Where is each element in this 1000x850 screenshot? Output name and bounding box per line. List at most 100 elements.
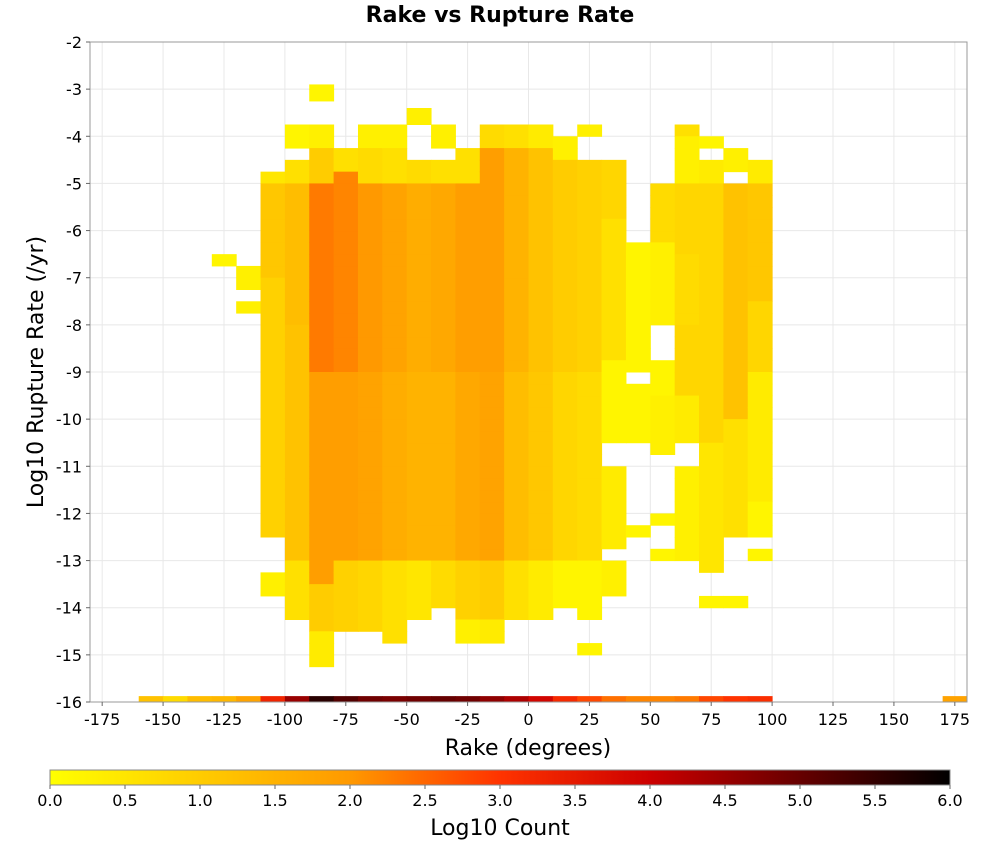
heatmap-cell [528,183,554,196]
heatmap-cell [601,501,627,514]
heatmap-cell [577,696,603,702]
heatmap-cell [479,254,505,267]
heatmap-cell [504,478,529,491]
heatmap-cell [357,148,383,161]
heatmap-cell [747,230,773,243]
heatmap-cell [577,525,603,538]
heatmap-cell [699,560,724,573]
heatmap-cell [674,372,700,385]
heatmap-cell [528,207,554,220]
heatmap-cell [382,430,408,444]
heatmap-cell [577,489,603,503]
heatmap-cell [699,254,724,267]
heatmap-cell [455,454,481,467]
heatmap-cell [284,171,310,184]
heatmap-cell [357,584,383,597]
colorbar-tick-label: 0.5 [112,791,137,810]
heatmap-cell [552,336,578,349]
heatmap-cell [382,442,408,455]
heatmap-cell [479,124,505,137]
chart-title: Rake vs Rupture Rate [366,3,635,28]
heatmap-cell [455,336,481,349]
heatmap-cell [333,242,359,255]
heatmap-cell [431,324,456,338]
heatmap-cell [625,242,651,255]
heatmap-cell [504,513,529,526]
heatmap-cell [625,383,651,397]
heatmap-cell [601,537,627,550]
heatmap-cell [577,372,603,385]
heatmap-cell [747,207,773,220]
heatmap-cell [650,230,676,243]
heatmap-cell [674,478,700,491]
y-tick-label: -4 [66,127,82,146]
heatmap-cell [650,207,676,220]
heatmap-cell [552,207,578,220]
heatmap-cell [455,478,481,491]
x-tick-label: 25 [579,710,599,729]
heatmap-cell [747,336,773,349]
heatmap-cell [504,466,529,479]
heatmap-cell [674,254,700,267]
heatmap-cell [699,525,724,538]
heatmap-cell [747,324,773,338]
heatmap-cell [528,383,554,397]
heatmap-cell [699,289,724,302]
heatmap-cell [406,383,432,397]
heatmap-cell [552,218,578,232]
heatmap-cell [747,348,773,361]
heatmap-cell [504,242,529,255]
colorbar-tick-label: 0.0 [37,791,62,810]
heatmap-cell [625,277,651,290]
heatmap-cell [504,336,529,349]
y-tick-label: -5 [66,174,82,193]
heatmap-cell [747,265,773,279]
heatmap-cell [504,159,529,173]
heatmap-cell [284,159,310,173]
heatmap-cell [406,242,432,255]
heatmap-cell [309,254,335,267]
heatmap-cell [455,148,481,161]
heatmap-cell [650,265,676,279]
heatmap-cell [333,537,359,550]
heatmap-cell [699,383,724,397]
heatmap-cell [723,430,749,444]
heatmap-cell [601,407,627,420]
heatmap-cell [357,560,383,573]
heatmap-cell [431,466,456,479]
heatmap-cell [479,324,505,338]
heatmap-cell [479,265,505,279]
heatmap-cell [236,696,262,702]
heatmap-cell [699,442,724,455]
heatmap-cell [455,619,481,632]
heatmap-cell [528,159,554,173]
heatmap-cell [260,478,286,491]
heatmap-cell [309,301,335,314]
heatmap-cell [333,442,359,455]
heatmap-cell [357,525,383,538]
heatmap-cell [455,372,481,385]
heatmap-cell [747,395,773,408]
heatmap-cell [284,313,310,326]
heatmap-cell [504,301,529,314]
heatmap-cell [528,696,554,702]
heatmap-cell [601,159,627,173]
heatmap-cell [333,407,359,420]
heatmap-cell [650,218,676,232]
heatmap-cell [674,489,700,503]
y-tick-label: -15 [56,646,82,665]
heatmap-cell [577,265,603,279]
heatmap-cell [357,548,383,562]
heatmap-cell [479,478,505,491]
heatmap-cell [406,360,432,373]
heatmap-cell [723,265,749,279]
heatmap-cell [528,489,554,503]
heatmap-cell [406,289,432,302]
heatmap-cell [699,513,724,526]
heatmap-cell [528,254,554,267]
heatmap-cell [333,430,359,444]
heatmap-cell [431,207,456,220]
heatmap-cell [431,336,456,349]
heatmap-cell [552,419,578,432]
heatmap-cell [552,525,578,538]
